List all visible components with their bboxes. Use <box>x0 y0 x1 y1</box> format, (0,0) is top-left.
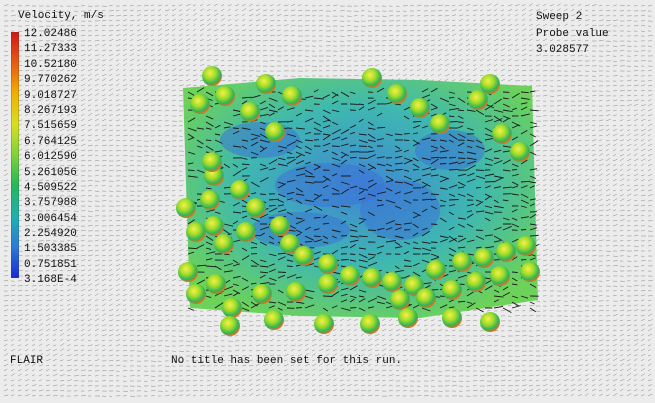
probe-value: 3.028577 <box>536 44 589 56</box>
legend-tick: 8.267193 <box>24 104 77 117</box>
obstacle-sphere <box>390 290 410 310</box>
legend-tick: 6.764125 <box>24 135 77 148</box>
obstacle-sphere <box>318 254 338 274</box>
obstacle-sphere <box>282 86 302 106</box>
obstacle-sphere <box>510 142 530 162</box>
obstacle-sphere <box>220 316 240 336</box>
obstacle-sphere <box>398 308 418 328</box>
obstacle-sphere <box>496 242 516 262</box>
obstacle-sphere <box>516 236 536 256</box>
obstacle-sphere <box>480 74 500 94</box>
legend-tick: 9.018727 <box>24 89 77 102</box>
legend-tick: 3.168E-4 <box>24 274 77 287</box>
obstacle-sphere <box>230 180 250 200</box>
obstacle-sphere <box>186 284 206 304</box>
legend-tick: 1.503385 <box>24 243 77 256</box>
obstacle-sphere <box>318 274 338 294</box>
obstacle-sphere <box>176 198 196 218</box>
legend-tick: 3.006454 <box>24 212 77 225</box>
obstacle-sphere <box>202 66 222 86</box>
legend-tick: 9.770262 <box>24 74 77 87</box>
legend-tick: 12.02486 <box>24 28 77 40</box>
low-velocity-region <box>250 212 350 248</box>
obstacle-sphere <box>382 272 402 292</box>
obstacle-sphere <box>442 280 462 300</box>
obstacle-sphere <box>360 314 380 334</box>
sweep-label: Sweep 2 <box>536 11 583 23</box>
obstacle-sphere <box>240 102 260 122</box>
obstacle-sphere <box>474 248 494 268</box>
legend-title: Velocity, m/s <box>18 10 104 22</box>
obstacle-sphere <box>264 310 284 330</box>
obstacle-sphere <box>410 98 430 118</box>
obstacle-sphere <box>206 274 226 294</box>
obstacle-sphere <box>190 94 210 114</box>
obstacle-sphere <box>426 260 446 280</box>
obstacle-sphere <box>442 308 462 328</box>
obstacle-sphere <box>200 190 220 210</box>
obstacle-sphere <box>387 84 407 104</box>
legend-tick: 6.012590 <box>24 151 77 164</box>
obstacle-sphere <box>246 198 266 218</box>
obstacle-sphere <box>362 268 382 288</box>
probe-label: Probe value <box>536 28 609 40</box>
obstacle-sphere <box>466 272 486 292</box>
obstacle-sphere <box>186 222 206 242</box>
obstacle-sphere <box>362 68 382 88</box>
obstacle-sphere <box>430 114 450 134</box>
obstacle-sphere <box>252 284 272 304</box>
obstacle-sphere <box>215 86 235 106</box>
obstacle-sphere <box>520 262 540 282</box>
obstacle-sphere <box>452 252 472 272</box>
obstacle-sphere <box>178 262 198 282</box>
obstacle-sphere <box>265 122 285 142</box>
obstacle-sphere <box>236 222 256 242</box>
legend-tick: 3.757988 <box>24 197 77 210</box>
obstacle-sphere <box>222 298 242 318</box>
obstacle-sphere <box>416 288 436 308</box>
obstacle-sphere <box>202 152 222 172</box>
legend-tick: 0.751851 <box>24 258 77 271</box>
obstacle-sphere <box>204 216 224 236</box>
legend-tick: 11.27333 <box>24 43 77 56</box>
obstacle-sphere <box>314 314 334 334</box>
legend-color-bar <box>11 32 19 278</box>
obstacle-sphere <box>214 234 234 254</box>
low-velocity-region <box>360 180 440 240</box>
obstacle-sphere <box>468 90 488 110</box>
app-name: FLAIR <box>10 355 44 367</box>
obstacle-sphere <box>480 312 500 332</box>
obstacle-sphere <box>286 282 306 302</box>
legend-tick-list: 12.02486 11.27333 10.52180 9.770262 9.018727… <box>24 27 77 289</box>
obstacle-sphere <box>256 74 276 94</box>
run-title: No title has been set for this run. <box>171 355 403 367</box>
obstacle-sphere <box>490 266 510 286</box>
legend-tick: 5.261056 <box>24 166 77 179</box>
obstacle-sphere <box>280 234 300 254</box>
legend-tick: 10.52180 <box>24 58 77 71</box>
legend-tick: 7.515659 <box>24 120 77 133</box>
obstacle-sphere <box>492 124 512 144</box>
obstacle-sphere <box>340 266 360 286</box>
legend-tick: 4.509522 <box>24 181 77 194</box>
legend-tick: 2.254920 <box>24 228 77 241</box>
obstacle-sphere <box>270 216 290 236</box>
obstacle-sphere <box>294 246 314 266</box>
